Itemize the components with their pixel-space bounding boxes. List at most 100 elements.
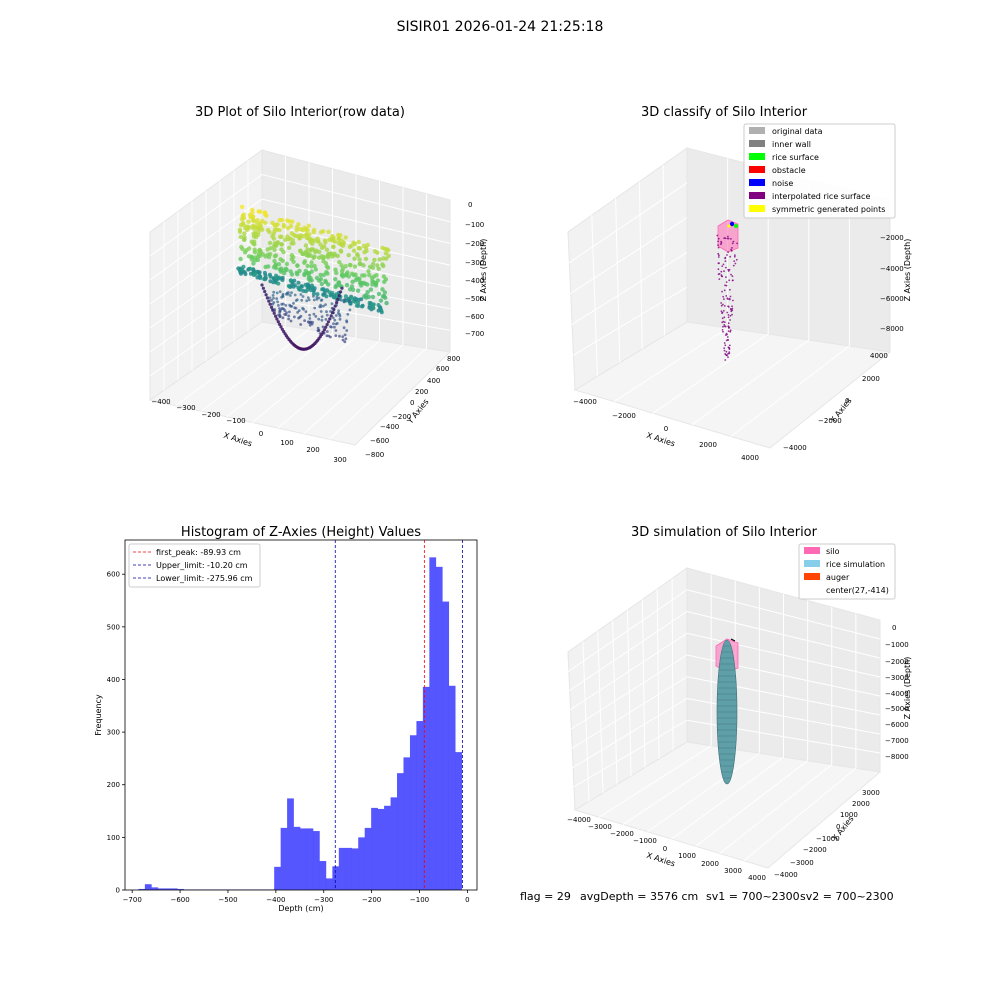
x-tick-label: −300 bbox=[314, 896, 333, 904]
x-tick-label: 2000 bbox=[701, 860, 719, 868]
x-tick-label: 200 bbox=[306, 446, 319, 454]
x-tick-label: −3000 bbox=[588, 823, 612, 831]
z-tick-label: −500 bbox=[465, 295, 484, 303]
panel-3d-simulation-legend: silo rice simulation auger center(27,-414) bbox=[798, 543, 896, 600]
z-tick-label: −2000 bbox=[880, 234, 904, 242]
panel-histogram-y-ticks: 0 100 200 300 400 500 600 bbox=[107, 571, 125, 895]
legend-entry-label: auger bbox=[826, 573, 850, 582]
panel-3d-classify-x-ticks: −4000 −2000 0 2000 4000 bbox=[573, 398, 759, 462]
histogram-bar bbox=[358, 837, 365, 890]
z-tick-label: −5000 bbox=[885, 705, 909, 713]
legend-entry-label: obstacle bbox=[772, 166, 806, 175]
histogram-bar bbox=[306, 828, 314, 890]
panel-3d-raw-title: 3D Plot of Silo Interior(row data) bbox=[195, 105, 405, 120]
y-tick-label: −3000 bbox=[790, 859, 814, 867]
legend-swatch bbox=[749, 127, 765, 134]
panel-3d-raw-x-ticks: −400 −300 −200 −100 0 100 200 300 bbox=[151, 398, 346, 464]
y-tick-label: 200 bbox=[107, 781, 120, 789]
panel-histogram-x-ticks: −700 −600 −500 −400 −300 −200 −100 0 bbox=[123, 890, 470, 904]
histogram-bar bbox=[170, 888, 178, 890]
z-tick-label: −6000 bbox=[885, 721, 909, 729]
panel-3d-simulation-auger-marker bbox=[730, 638, 736, 642]
histogram-bar bbox=[409, 735, 417, 890]
x-tick-label: −1000 bbox=[633, 837, 657, 845]
legend-entry-label: rice surface bbox=[772, 153, 819, 162]
x-tick-label: −2000 bbox=[612, 412, 636, 420]
panel-3d-classify-points bbox=[716, 221, 738, 361]
histogram-bar bbox=[138, 888, 146, 890]
legend-entry-label: first_peak: -89.93 cm bbox=[156, 548, 241, 557]
histogram-bar bbox=[442, 601, 450, 890]
panel-3d-classify-title: 3D classify of Silo Interior bbox=[641, 105, 808, 120]
histogram-bar bbox=[345, 847, 353, 890]
histogram-bar bbox=[351, 848, 359, 890]
panel-histogram-title: Histogram of Z-Axies (Height) Values bbox=[181, 525, 421, 540]
panel-3d-simulation-y-ticks: −4000 −3000 −2000 −1000 0 1000 2000 3000 bbox=[774, 789, 880, 879]
y-tick-label: −4000 bbox=[783, 444, 807, 452]
x-tick-label: 0 bbox=[259, 430, 263, 438]
y-tick-label: 1000 bbox=[840, 811, 858, 819]
z-tick-label: −700 bbox=[465, 330, 484, 338]
panel-histogram-lines bbox=[334, 540, 463, 890]
histogram-bar bbox=[325, 878, 333, 890]
figure-suptitle: SISIR01 2026-01-24 21:25:18 bbox=[397, 19, 604, 35]
y-tick-label: −400 bbox=[380, 423, 399, 431]
panel-histogram-legend: first_peak: -89.93 cm Upper_limit: -10.20… bbox=[128, 543, 261, 588]
legend-swatch bbox=[804, 560, 820, 567]
y-tick-label: 400 bbox=[427, 377, 440, 385]
z-tick-label: −3000 bbox=[885, 674, 909, 682]
panel-3d-simulation-x-ticks: −4000 −3000 −2000 −1000 0 1000 2000 3000… bbox=[567, 816, 766, 882]
histogram-bar bbox=[332, 866, 340, 890]
histogram-bar bbox=[416, 721, 424, 890]
x-tick-label: −100 bbox=[226, 417, 245, 425]
histogram-bar bbox=[377, 808, 385, 890]
z-tick-label: −4000 bbox=[885, 690, 909, 698]
z-tick-label: −200 bbox=[465, 240, 484, 248]
x-tick-label: −500 bbox=[218, 896, 237, 904]
x-tick-label: −400 bbox=[151, 398, 170, 406]
y-tick-label: −2000 bbox=[803, 846, 827, 854]
legend-swatch bbox=[749, 166, 765, 173]
panel-3d-simulation-z-ticks: 0 −1000 −2000 −3000 −4000 −5000 −6000 −7… bbox=[885, 624, 909, 761]
histogram-bar bbox=[435, 566, 443, 890]
y-tick-label: 0 bbox=[845, 397, 849, 405]
legend-swatch bbox=[804, 573, 820, 580]
x-tick-label: 4000 bbox=[741, 454, 759, 462]
y-tick-label: −200 bbox=[392, 413, 411, 421]
panel-3d-classify-xlabel: X Axies bbox=[645, 431, 676, 449]
y-tick-label: 0 bbox=[116, 887, 120, 895]
panel-histogram: Histogram of Z-Axies (Height) Values −70… bbox=[94, 525, 478, 913]
y-tick-label: 500 bbox=[107, 623, 120, 631]
x-tick-label: 100 bbox=[280, 439, 293, 447]
y-tick-label: 2000 bbox=[862, 375, 880, 383]
histogram-bar bbox=[390, 797, 398, 890]
z-tick-label: −8000 bbox=[880, 325, 904, 333]
x-tick-label: 0 bbox=[664, 425, 668, 433]
x-tick-label: −2000 bbox=[610, 830, 634, 838]
histogram-bar bbox=[300, 828, 307, 890]
histogram-bar bbox=[455, 752, 462, 890]
y-tick-label: 3000 bbox=[862, 789, 880, 797]
panel-3d-raw: 3D Plot of Silo Interior(row data) −400 … bbox=[148, 105, 488, 464]
panel-3d-raw-y-ticks: −800 −600 −400 −200 0 200 400 600 800 bbox=[365, 355, 460, 459]
x-tick-label: −200 bbox=[201, 411, 220, 419]
y-tick-label: 0 bbox=[836, 823, 840, 831]
histogram-bar bbox=[280, 827, 288, 890]
z-tick-label: −7000 bbox=[885, 737, 909, 745]
y-tick-label: 4000 bbox=[870, 352, 888, 360]
legend-entry-label: inner wall bbox=[772, 140, 811, 149]
panel-3d-raw-z-ticks: 0 −100 −200 −300 −400 −500 −600 −700 bbox=[465, 201, 484, 338]
histogram-bar bbox=[151, 887, 159, 890]
legend-entry-label: center(27,-414) bbox=[826, 586, 889, 595]
x-tick-label: 4000 bbox=[748, 874, 766, 882]
panel-3d-raw-xlabel: X Axies bbox=[222, 431, 253, 449]
histogram-bar bbox=[312, 831, 320, 890]
z-tick-label: −400 bbox=[465, 277, 484, 285]
x-tick-label: −700 bbox=[123, 896, 142, 904]
z-tick-label: −1000 bbox=[885, 641, 909, 649]
x-tick-label: 1000 bbox=[678, 852, 696, 860]
panel-histogram-xlabel: Depth (cm) bbox=[278, 904, 323, 913]
legend-swatch bbox=[749, 179, 765, 186]
histogram-bar bbox=[157, 888, 165, 890]
